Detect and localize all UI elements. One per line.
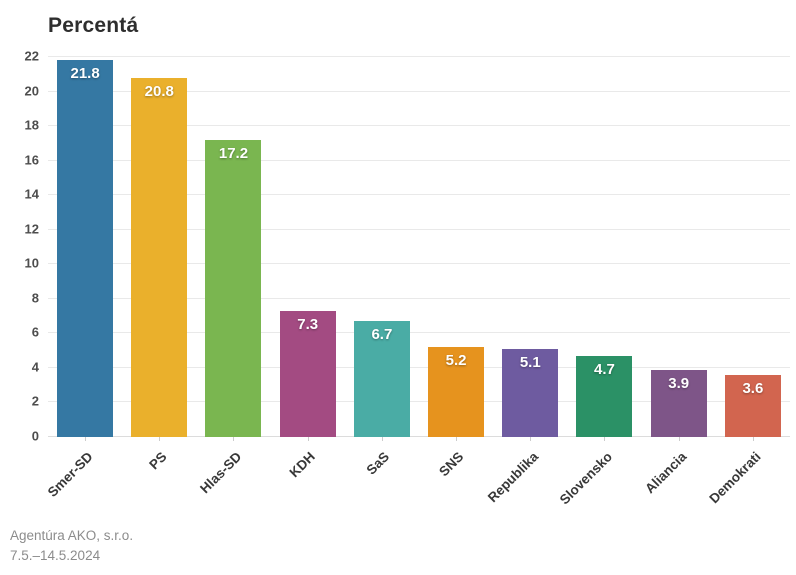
x-axis-tick [233, 437, 235, 441]
bar-sas: 6.7 [353, 321, 410, 437]
gridline-y-4: 4 [32, 359, 790, 374]
x-label-sas: SaS [363, 449, 393, 478]
gridline-y-16: 16 [25, 152, 790, 167]
gridline-y-2: 2 [32, 394, 790, 409]
bar-value-label: 3.6 [742, 379, 764, 397]
x-axis-tick [381, 437, 383, 441]
y-tick-label: 4 [31, 359, 39, 375]
gridline-y-0: 0 [32, 429, 790, 444]
bar-kdh: 7.3 [279, 310, 336, 437]
plot-area: 0 2 4 6 8 10 12 14 16 18 20 22 21.8 20.8 17.2 7.3 6.7 5.… [25, 49, 790, 507]
gridline-y-8: 8 [32, 290, 790, 305]
gridline-y-18: 18 [25, 118, 790, 133]
bar-slot-sns: 5.2 [419, 57, 493, 441]
x-axis-tick [85, 437, 87, 441]
bar-value-label: 20.8 [144, 82, 174, 100]
source-text: Agentúra AKO, s.r.o. [10, 528, 134, 543]
bar-value-label: 6.7 [371, 326, 393, 344]
y-tick-label: 10 [24, 255, 39, 271]
gridline-y-14: 14 [25, 187, 790, 202]
y-tick-label: 20 [24, 83, 39, 99]
x-axis-tick [678, 437, 680, 441]
x-axis-tick [752, 437, 754, 441]
bar-aliancia: 3.9 [650, 369, 707, 437]
bar-slot-demokrati: 3.6 [716, 57, 790, 441]
bar-slot-hlas-sd: 17.2 [196, 57, 270, 441]
bar-slot-slovensko: 4.7 [567, 57, 641, 441]
x-axis-tick [159, 437, 161, 441]
bar-value-label: 17.2 [218, 144, 249, 162]
bar-smer-sd: 21.8 [57, 60, 114, 437]
chart-footer: Agentúra AKO, s.r.o. 7.5.–14.5.2024 [10, 526, 133, 566]
y-tick-label: 14 [24, 186, 39, 202]
x-label-republika: Republika [484, 449, 541, 506]
x-axis-tick [530, 437, 532, 441]
x-label-smer-sd: Smer-SD [44, 449, 96, 500]
bar-hlas-sd: 17.2 [205, 139, 262, 437]
gridline-y-12: 12 [25, 221, 790, 236]
bar-value-label: 3.9 [668, 374, 690, 392]
x-label-slovensko: Slovensko [556, 449, 616, 508]
y-tick-label: 18 [24, 117, 39, 133]
bar-value-label: 4.7 [594, 360, 615, 378]
y-tick-label: 8 [31, 290, 39, 306]
bar-value-label: 5.2 [445, 352, 467, 370]
x-label-ps: PS [146, 449, 170, 473]
chart-title: Percentá [48, 14, 139, 37]
x-label-aliancia: Aliancia [642, 449, 690, 497]
x-axis-tick [307, 437, 309, 441]
bar-slot-aliancia: 3.9 [642, 57, 716, 441]
bar-value-label: 7.3 [297, 315, 319, 333]
y-tick-label: 22 [24, 48, 39, 64]
gridline-y-20: 20 [25, 83, 790, 98]
bar-slot-kdh: 7.3 [271, 57, 345, 441]
x-label-sns: SNS [436, 449, 467, 480]
bar-slot-republika: 5.1 [493, 57, 567, 441]
bar-slot-smer-sd: 21.8 [48, 57, 122, 441]
bar-slovensko: 4.7 [576, 355, 633, 437]
y-tick-label: 2 [31, 393, 39, 409]
y-tick-label: 16 [24, 152, 39, 168]
bar-republika: 5.1 [502, 348, 559, 437]
y-tick-label: 12 [24, 221, 39, 237]
bar-ps: 20.8 [131, 77, 188, 437]
x-label-demokrati: Demokrati [706, 449, 764, 507]
bar-sns: 5.2 [428, 347, 485, 437]
y-tick-label: 6 [31, 324, 39, 340]
gridline-y-10: 10 [25, 256, 790, 271]
gridline-y-22: 22 [25, 49, 790, 64]
x-axis-tick [456, 437, 458, 441]
bar-slot-ps: 20.8 [122, 57, 196, 441]
x-label-kdh: KDH [287, 449, 319, 481]
y-tick-label: 0 [31, 428, 39, 444]
bar-value-label: 21.8 [70, 65, 100, 83]
date-range-text: 7.5.–14.5.2024 [10, 548, 101, 563]
bar-demokrati: 3.6 [724, 374, 781, 437]
gridline-y-6: 6 [32, 325, 790, 340]
bar-slot-sas: 6.7 [345, 57, 419, 441]
x-label-hlas-sd: Hlas-SD [196, 449, 245, 497]
bar-value-label: 5.1 [519, 353, 541, 371]
x-axis-tick [604, 437, 606, 441]
